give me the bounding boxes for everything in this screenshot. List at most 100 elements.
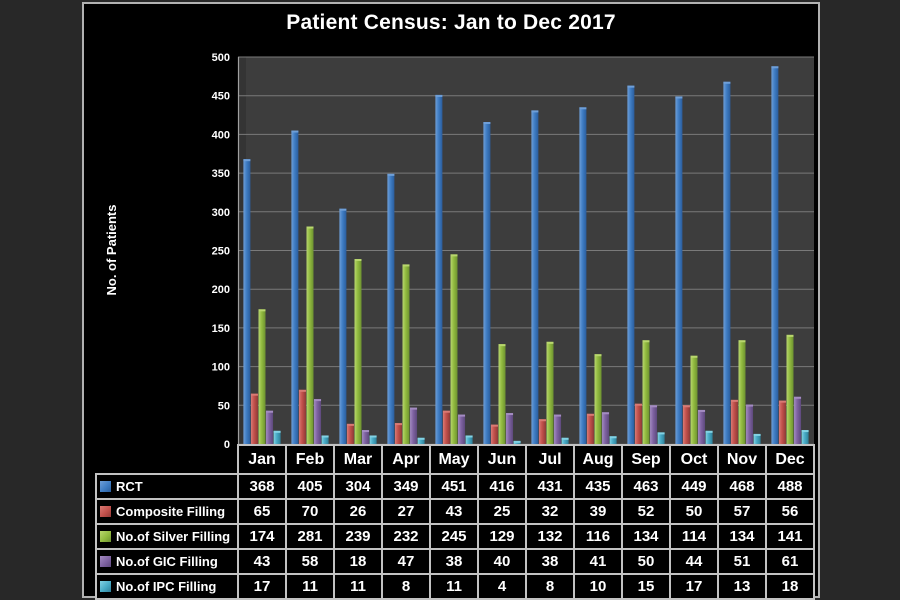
- bar-No.of Silver Filling-Mar: [354, 259, 362, 444]
- bar-Composite Filling-Dec: [778, 400, 786, 444]
- slide: Patient Census: Jan to Dec 2017 No. of P…: [82, 2, 820, 600]
- bar-top-highlight: [786, 334, 794, 337]
- value-cell: 468: [717, 473, 767, 500]
- bar-top-highlight: [346, 423, 354, 426]
- bar-RCT-May: [435, 94, 443, 444]
- bar-top-highlight: [657, 432, 665, 435]
- table-header-row: Jan Feb Mar Apr May Jun Jul Aug Sep Oct Nov Dec: [96, 444, 815, 475]
- bar-top-highlight: [561, 437, 569, 440]
- bar-No.of GIC Filling-Nov: [746, 404, 754, 444]
- legend-swatch-icon: [100, 481, 111, 492]
- bar-top-highlight: [554, 414, 562, 417]
- value-cell: 38: [429, 548, 479, 575]
- bar-No.of Silver Filling-Apr: [402, 264, 410, 444]
- bar-top-highlight: [394, 423, 402, 426]
- value-cell: 50: [621, 548, 671, 575]
- bar-top-highlight: [321, 435, 329, 438]
- bar-top-highlight: [650, 405, 658, 408]
- value-cell: 65: [237, 498, 287, 525]
- bar-top-highlight: [746, 404, 754, 407]
- value-cell: 32: [525, 498, 575, 525]
- bar-top-highlight: [273, 430, 281, 433]
- value-cell: 52: [621, 498, 671, 525]
- bar-top-highlight: [417, 437, 425, 440]
- data-table: Jan Feb Mar Apr May Jun Jul Aug Sep Oct Nov Dec RCT 3…: [95, 444, 815, 600]
- bar-No.of Silver Filling-Feb: [306, 226, 314, 444]
- bar-Composite Filling-Aug: [586, 413, 594, 444]
- bar-No.of IPC Filling-Jul: [561, 437, 569, 444]
- bar-top-highlight: [435, 94, 443, 97]
- legend-cell: No.of GIC Filling: [95, 548, 239, 575]
- bar-top-highlight: [250, 393, 258, 396]
- bar-No.of Silver Filling-Jan: [258, 309, 266, 444]
- y-tick-label: 500: [212, 52, 230, 64]
- month-header-cell: Sep: [621, 444, 671, 475]
- bar-No.of IPC Filling-May: [465, 435, 473, 444]
- value-cell: 488: [765, 473, 815, 500]
- table-row: No.of GIC Filling 43 58 18 47 38 40 38 41 50 44 51 6…: [95, 548, 815, 575]
- month-header-cell: Feb: [285, 444, 335, 475]
- legend-swatch-icon: [100, 581, 111, 592]
- bar-top-highlight: [586, 413, 594, 416]
- value-cell: 58: [285, 548, 335, 575]
- bar-No.of IPC Filling-Dec: [801, 430, 809, 444]
- bar-top-highlight: [690, 355, 698, 358]
- month-header-cell: Jun: [477, 444, 527, 475]
- bar-No.of IPC Filling-Sep: [657, 432, 665, 444]
- bar-Composite Filling-Mar: [346, 423, 354, 444]
- value-cell: 57: [717, 498, 767, 525]
- bar-top-highlight: [730, 399, 738, 402]
- bar-No.of GIC Filling-Mar: [362, 430, 370, 444]
- value-cell: 51: [717, 548, 767, 575]
- bar-top-highlight: [458, 414, 466, 417]
- bar-RCT-Aug: [579, 107, 587, 444]
- bar-No.of Silver Filling-Dec: [786, 334, 794, 444]
- bar-top-highlight: [291, 130, 299, 133]
- value-cell: 27: [381, 498, 431, 525]
- month-header-cell: Apr: [381, 444, 431, 475]
- month-header-cell: Mar: [333, 444, 383, 475]
- y-tick-label: 250: [212, 246, 230, 258]
- bar-top-highlight: [801, 430, 809, 433]
- bar-No.of Silver Filling-Sep: [642, 340, 650, 444]
- value-cell: 10: [573, 573, 623, 600]
- y-tick-label: 300: [212, 207, 230, 219]
- legend-swatch-icon: [100, 531, 111, 542]
- value-cell: 304: [333, 473, 383, 500]
- value-cell: 174: [237, 523, 287, 550]
- value-cell: 41: [573, 548, 623, 575]
- bar-top-highlight: [627, 85, 635, 88]
- bar-No.of Silver Filling-May: [450, 254, 458, 444]
- value-cell: 239: [333, 523, 383, 550]
- value-cell: 8: [381, 573, 431, 600]
- bar-top-highlight: [602, 412, 610, 415]
- value-cell: 40: [477, 548, 527, 575]
- y-tick-label: 200: [212, 284, 230, 296]
- bar-top-highlight: [682, 405, 690, 408]
- bar-No.of GIC Filling-Jun: [506, 413, 514, 444]
- value-cell: 8: [525, 573, 575, 600]
- bar-top-highlight: [402, 264, 410, 267]
- bar-RCT-Sep: [627, 85, 635, 444]
- bar-top-highlight: [354, 259, 362, 262]
- bar-top-highlight: [794, 396, 802, 399]
- bar-top-highlight: [753, 433, 761, 436]
- value-cell: 26: [333, 498, 383, 525]
- bar-No.of GIC Filling-Sep: [650, 405, 658, 444]
- bar-top-highlight: [314, 399, 322, 402]
- bar-RCT-Apr: [387, 173, 395, 444]
- bar-top-highlight: [490, 424, 498, 427]
- bar-No.of GIC Filling-Feb: [314, 399, 322, 444]
- value-cell: 17: [669, 573, 719, 600]
- value-cell: 70: [285, 498, 335, 525]
- bar-top-highlight: [642, 340, 650, 343]
- month-header-cell: Dec: [765, 444, 815, 475]
- bar-Composite Filling-Oct: [682, 405, 690, 444]
- table-row: Composite Filling 65 70 26 27 43 25 32 39 52 50 57 5…: [95, 498, 815, 525]
- value-cell: 25: [477, 498, 527, 525]
- value-cell: 44: [669, 548, 719, 575]
- value-cell: 349: [381, 473, 431, 500]
- value-cell: 11: [285, 573, 335, 600]
- bar-top-highlight: [546, 341, 554, 344]
- bar-Composite Filling-May: [442, 410, 450, 444]
